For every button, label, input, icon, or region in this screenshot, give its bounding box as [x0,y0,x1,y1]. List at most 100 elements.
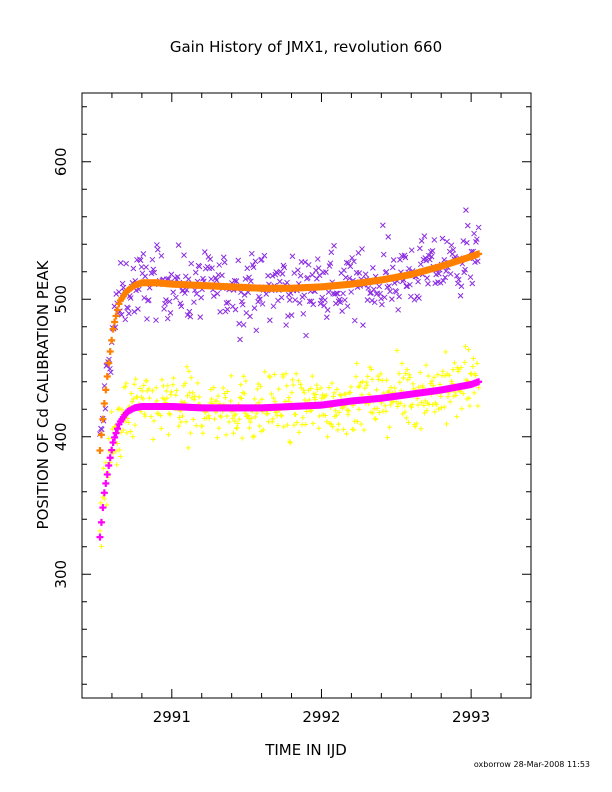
data-point [454,414,460,420]
data-point [439,235,446,242]
data-point [123,260,130,267]
data-point [279,413,285,419]
data-point [444,371,450,377]
data-point [386,388,392,394]
data-point [289,390,295,396]
data-point [179,413,185,419]
data-point [285,313,291,320]
data-point [250,434,256,440]
y-tick-label: 600 [52,147,70,176]
data-point [190,416,196,422]
data-point [113,291,120,297]
data-point [296,300,303,306]
data-point [281,264,288,271]
data-point [165,383,171,389]
data-point [418,426,424,432]
data-point [464,396,470,402]
data-point [218,414,224,420]
data-point [429,378,435,384]
data-point [418,238,425,244]
data-point [279,372,285,378]
data-point [370,410,376,416]
data-point [228,373,234,379]
data-point [346,408,352,414]
data-point [291,422,297,428]
data-point [362,271,369,278]
data-point [414,396,420,402]
data-point [334,290,341,297]
data-point [430,383,436,389]
data-point [191,299,197,306]
data-point [337,299,344,306]
data-point [406,265,412,272]
data-point [431,374,437,380]
data-point [210,293,217,300]
data-point [343,391,349,397]
data-point [148,413,154,419]
data-point [424,275,430,281]
data-point [342,297,348,303]
data-point [260,427,266,433]
data-point [302,397,308,403]
data-point [326,385,332,391]
data-point [376,377,382,383]
data-point [417,261,424,268]
data-point [293,371,299,377]
data-point [112,429,120,437]
data-point [238,382,244,388]
data-point [359,246,365,252]
data-point [98,543,104,549]
data-point [322,297,328,303]
data-point [244,265,251,272]
data-point [310,301,317,308]
data-point [153,385,159,391]
data-point [373,416,379,422]
data-point [376,283,383,290]
data-point [107,369,114,376]
data-point [379,301,385,308]
data-point [408,247,415,254]
data-point [246,274,252,281]
data-point [285,398,291,404]
data-point [475,378,483,386]
data-point [164,395,170,401]
data-point [396,293,402,300]
data-point [209,265,215,271]
data-point [158,252,165,259]
data-point [360,322,366,328]
data-point [316,272,323,279]
data-point [372,415,378,421]
data-point [421,233,428,240]
data-point [214,290,221,297]
data-point [144,316,150,322]
data-point [128,428,134,434]
x-axis-label: TIME IN IJD [264,741,347,759]
data-point [390,257,397,263]
data-point [353,374,359,380]
data-point [410,381,416,387]
data-point [294,420,300,426]
data-point [404,283,411,290]
data-point [471,355,477,361]
data-point [314,382,320,388]
data-point [233,411,239,417]
data-point [214,435,220,441]
data-point [161,396,167,402]
data-point [292,297,299,303]
data-point [120,427,126,433]
data-point [290,377,296,383]
data-point [231,277,238,284]
data-point [408,404,414,410]
data-point [325,289,332,295]
data-point [333,412,339,418]
data-point [417,245,423,252]
data-point [443,268,449,274]
data-point [464,239,470,246]
data-point [395,401,401,407]
data-point [125,305,131,312]
data-point [151,418,157,424]
data-point [286,395,292,401]
data-point [423,362,429,368]
data-point [383,408,389,414]
data-point [283,322,289,328]
